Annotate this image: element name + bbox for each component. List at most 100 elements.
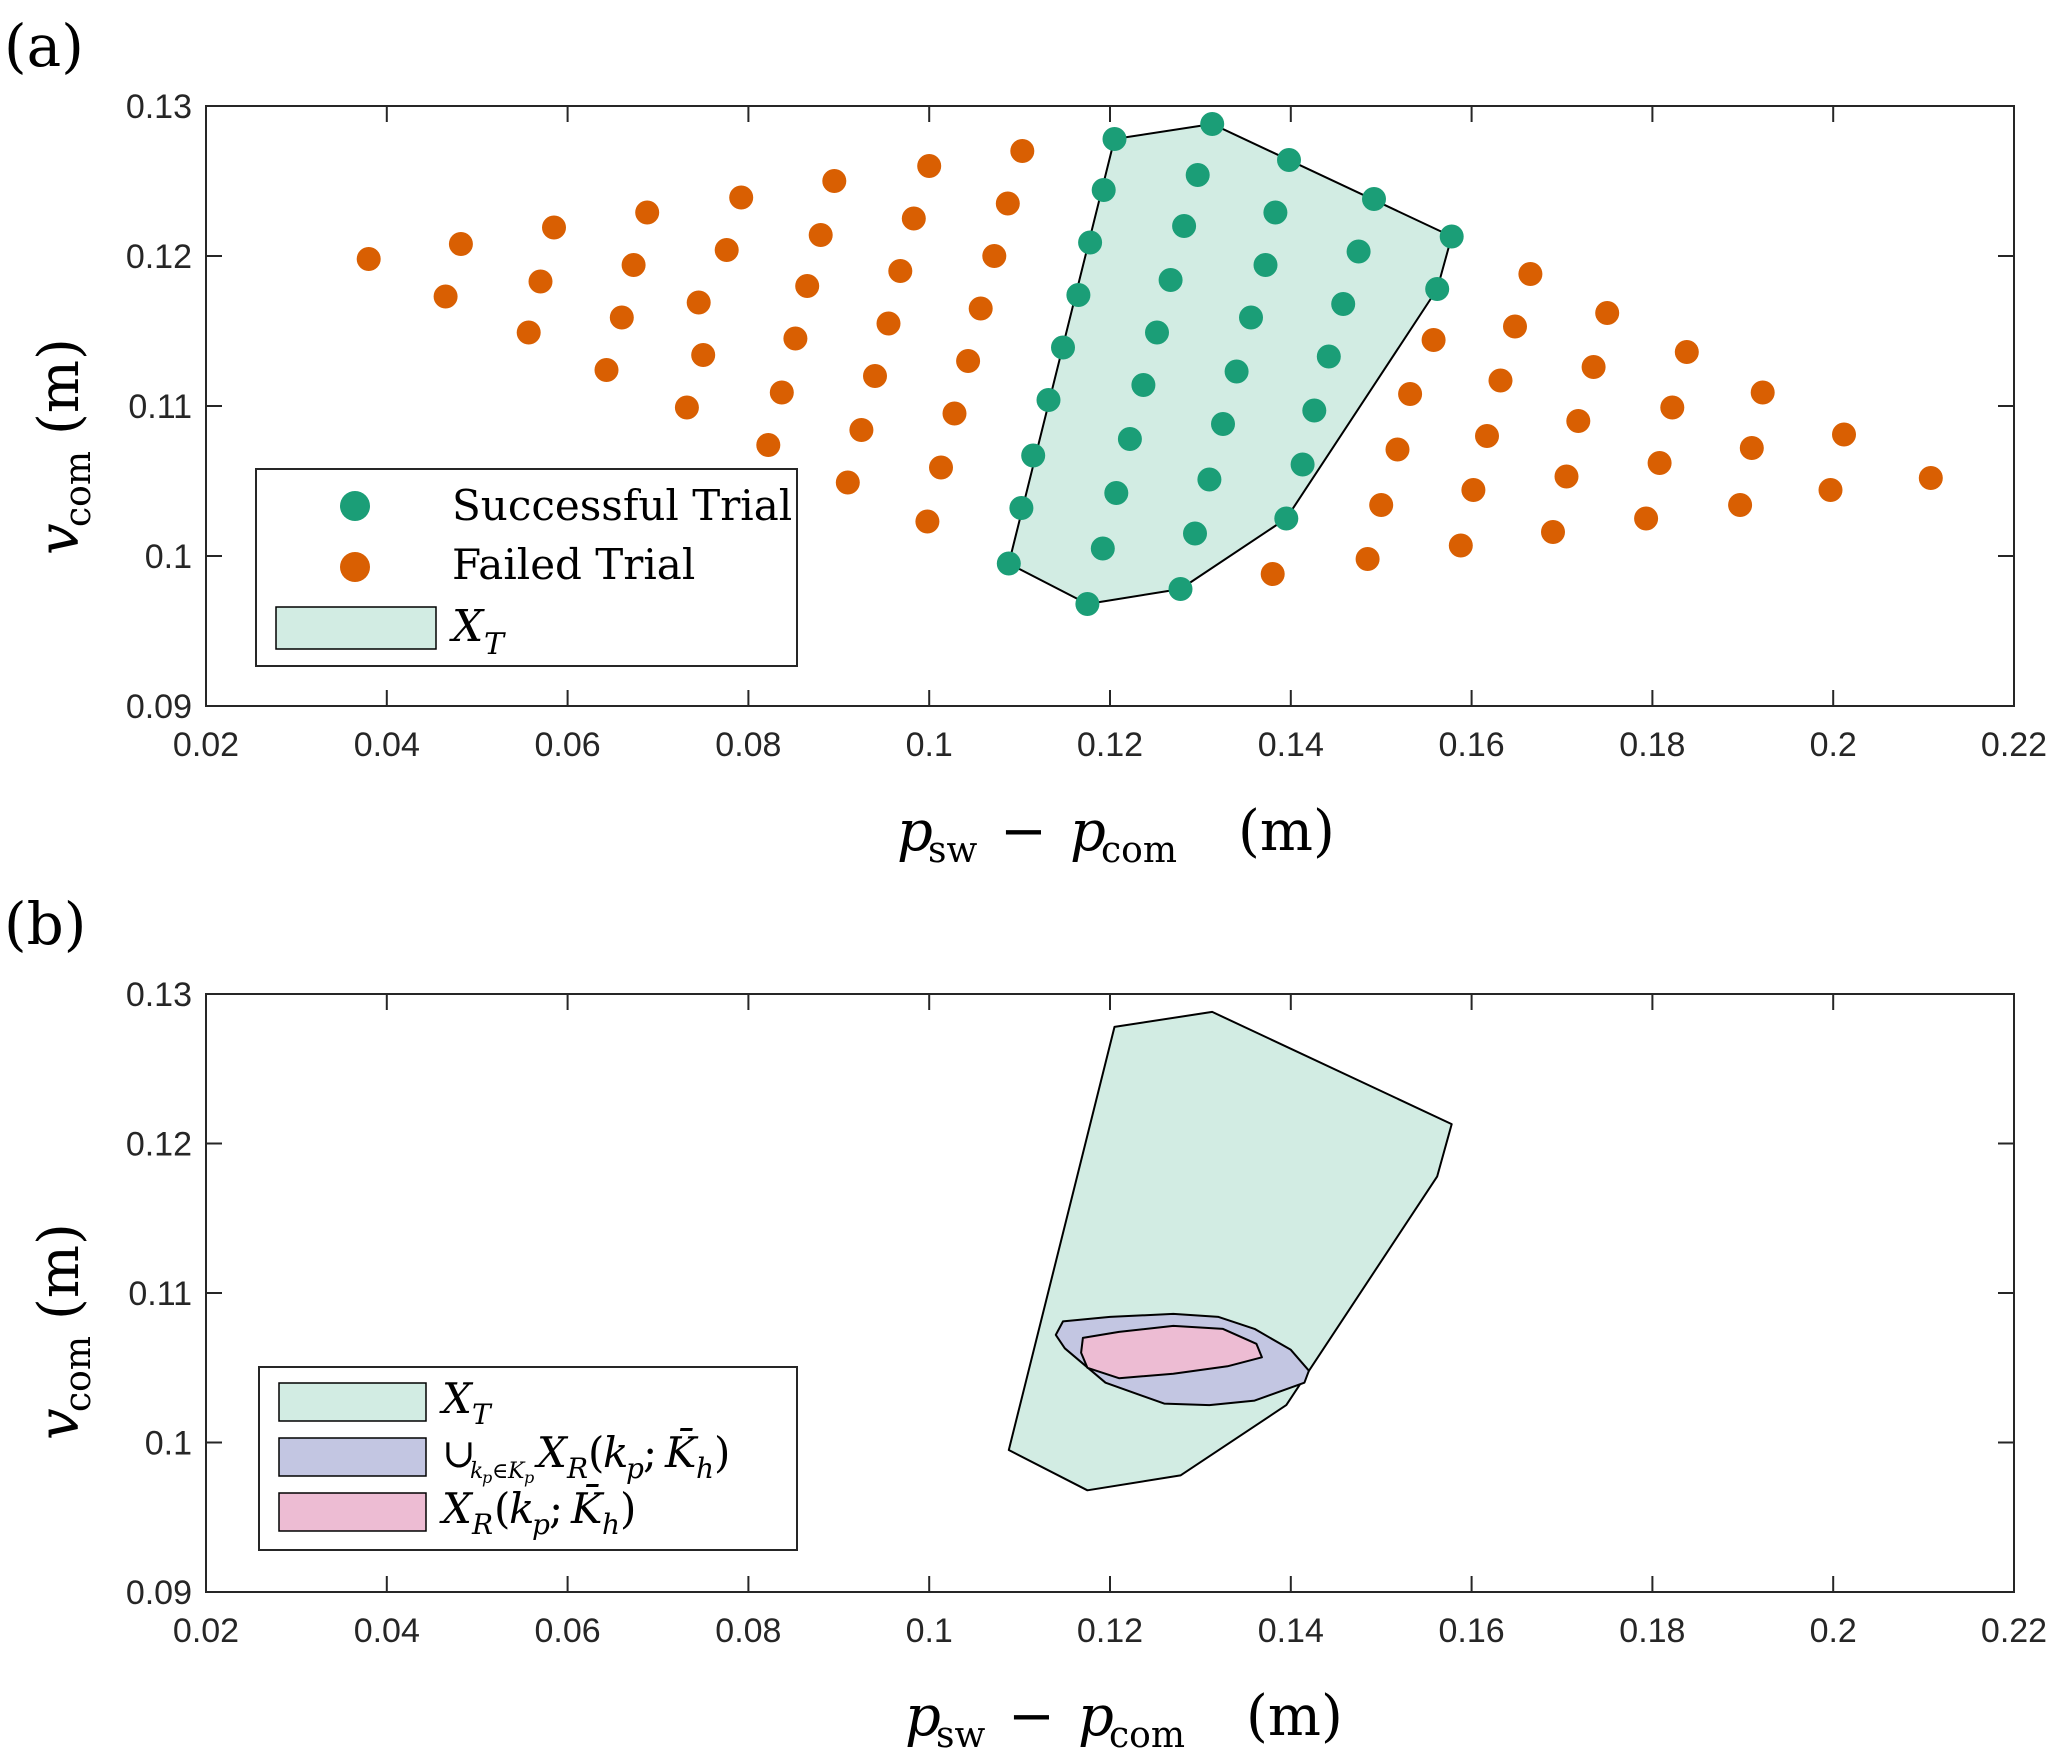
x-tick-label-1: 0.04 — [354, 1612, 420, 1650]
success-point-13 — [1425, 277, 1450, 301]
svg-text:com: com — [1109, 1715, 1185, 1750]
failed-point-50 — [1739, 436, 1764, 460]
svg-text:K̄: K̄ — [570, 1482, 605, 1533]
panel-b-y-axis-label: v com (m) — [27, 1223, 99, 1440]
failed-point-10 — [621, 253, 646, 277]
svg-text:R: R — [471, 1508, 493, 1541]
svg-text:(m): (m) — [1246, 1684, 1343, 1749]
y-tick-label-4: 0.13 — [126, 88, 192, 126]
failed-point-12 — [808, 223, 833, 247]
legend-xt-patch — [275, 606, 437, 650]
panel-b: (b) 0.02 0.04 0.06 0.08 0.1 0.12 0.14 0.16 0.18 0… — [4, 890, 2047, 1750]
success-point-11 — [1253, 253, 1278, 277]
success-point-22 — [1036, 388, 1061, 412]
svg-text:k: k — [470, 1459, 483, 1484]
failed-point-24 — [876, 311, 901, 336]
success-point-5 — [1362, 187, 1386, 211]
svg-text:p: p — [482, 1468, 492, 1487]
success-point-0 — [1102, 127, 1127, 151]
svg-text:com: com — [58, 1336, 99, 1412]
legend-xt-label: X T — [449, 601, 506, 662]
failed-point-14 — [995, 191, 1020, 216]
failed-point-8 — [433, 284, 458, 309]
svg-text:v: v — [27, 1408, 92, 1440]
failed-point-29 — [956, 349, 981, 373]
x-tick-label-0: 0.02 — [173, 726, 239, 764]
x-tick-label-2: 0.06 — [535, 1612, 601, 1650]
success-point-10 — [1346, 239, 1371, 264]
x-tick-label-7: 0.16 — [1439, 726, 1505, 764]
svg-text:p: p — [1078, 1684, 1114, 1749]
panel-b-region-2 — [1080, 1324, 1263, 1380]
success-point-26 — [1021, 443, 1046, 468]
x-tick-label-5: 0.12 — [1077, 726, 1143, 764]
panel-a-y-axis-label: v com (m) — [27, 338, 99, 555]
y-tick-label-0: 0.09 — [126, 1574, 192, 1612]
failed-point-57 — [1728, 493, 1753, 517]
legend-b-xt-patch — [278, 1382, 427, 1422]
success-point-25 — [1117, 427, 1142, 451]
svg-text:∈: ∈ — [492, 1459, 508, 1484]
panel-a: (a) 0.02 0.04 0.06 0.08 0.1 0.12 0.14 0.16 0.18 0… — [4, 12, 2047, 871]
svg-text:k: k — [509, 1484, 534, 1533]
svg-text:;: ; — [549, 1484, 563, 1533]
success-point-7 — [1263, 200, 1288, 225]
success-point-14 — [1066, 283, 1091, 307]
failed-point-42 — [1488, 368, 1513, 393]
x-tick-label-9: 0.2 — [1810, 726, 1857, 764]
svg-text:R: R — [566, 1452, 588, 1485]
x-tick-label-0: 0.02 — [173, 1612, 239, 1650]
success-point-32 — [1183, 521, 1207, 546]
panel-a-x-ticks: 0.02 0.04 0.06 0.08 0.1 0.12 0.14 0.16 0.18 0.2 0.… — [173, 106, 2047, 764]
failed-point-33 — [835, 470, 860, 495]
legend-b-xt-label: X T — [439, 1374, 493, 1431]
success-point-17 — [1145, 320, 1169, 345]
failed-point-43 — [1398, 382, 1423, 406]
failed-point-0 — [356, 247, 381, 271]
failed-point-6 — [917, 154, 942, 178]
svg-text:sw: sw — [936, 1715, 985, 1750]
x-tick-label-4: 0.1 — [906, 1612, 953, 1650]
failed-point-18 — [795, 274, 820, 298]
panel-a-legend: Successful Trial Failed Trial X T — [255, 468, 798, 667]
failed-point-4 — [729, 185, 754, 210]
success-point-24 — [1211, 412, 1235, 436]
y-tick-label-3: 0.12 — [126, 1126, 192, 1164]
legend-success-label: Successful Trial — [452, 481, 792, 530]
failed-point-59 — [1541, 520, 1565, 544]
legend-success-marker — [340, 491, 370, 521]
failed-point-48 — [1385, 437, 1410, 462]
y-tick-label-4: 0.13 — [126, 976, 192, 1014]
failed-point-47 — [1475, 424, 1499, 448]
svg-text:): ) — [620, 1484, 636, 1533]
svg-text:X: X — [439, 1374, 474, 1423]
x-tick-label-4: 0.1 — [906, 726, 953, 764]
svg-text:(: ( — [494, 1484, 510, 1533]
svg-text:p: p — [532, 1508, 550, 1541]
y-tick-label-2: 0.11 — [128, 388, 192, 426]
y-tick-label-1: 0.1 — [145, 1425, 192, 1463]
svg-text:): ) — [714, 1428, 730, 1477]
x-tick-label-6: 0.14 — [1258, 726, 1324, 764]
success-point-21 — [1131, 373, 1156, 397]
failed-point-31 — [849, 418, 874, 442]
failed-point-51 — [1647, 451, 1672, 475]
failed-point-39 — [1503, 314, 1527, 339]
svg-text:;: ; — [643, 1428, 657, 1477]
success-point-31 — [1274, 506, 1299, 531]
svg-text:T: T — [484, 627, 506, 662]
svg-text:−: − — [1008, 1684, 1055, 1749]
failed-point-25 — [968, 296, 993, 321]
y-tick-label-3: 0.12 — [126, 238, 192, 276]
failed-point-40 — [1674, 340, 1699, 364]
failed-point-7 — [1010, 139, 1035, 163]
failed-point-53 — [1461, 478, 1486, 502]
failed-point-58 — [1634, 506, 1659, 531]
success-point-19 — [1316, 344, 1341, 369]
failed-point-45 — [1660, 395, 1685, 420]
failed-point-13 — [901, 206, 926, 231]
failed-point-21 — [594, 358, 619, 382]
failed-point-32 — [942, 401, 967, 426]
success-point-23 — [1302, 398, 1327, 423]
